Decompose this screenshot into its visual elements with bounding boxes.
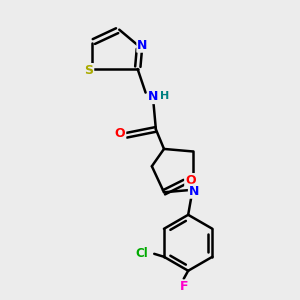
- Text: Cl: Cl: [136, 247, 148, 260]
- Text: O: O: [185, 174, 196, 187]
- Text: O: O: [115, 127, 125, 140]
- Text: N: N: [148, 91, 158, 103]
- Text: F: F: [179, 280, 188, 293]
- Text: N: N: [137, 39, 148, 52]
- Text: H: H: [160, 91, 169, 100]
- Text: S: S: [84, 64, 93, 77]
- Text: N: N: [189, 185, 199, 198]
